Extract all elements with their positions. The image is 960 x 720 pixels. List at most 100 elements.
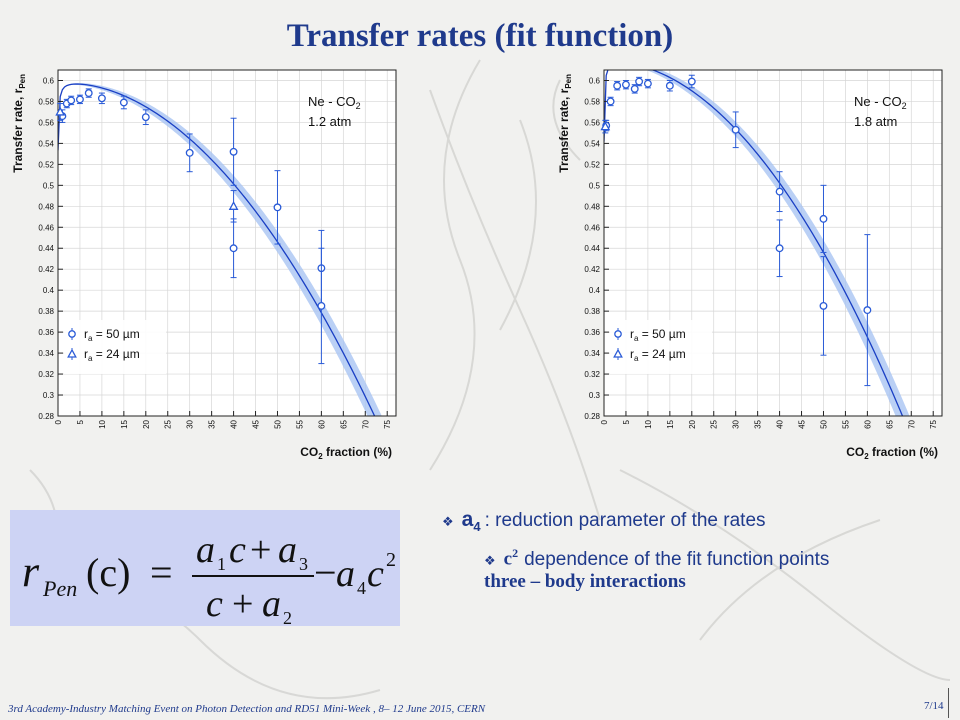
y-tick-label: 0.4 [43, 286, 55, 295]
diamond-bullet-icon: ❖ [442, 514, 454, 529]
bullet-c2-text: dependence of the fit function points [524, 548, 830, 570]
pressure-label: 1.2 atm [308, 114, 351, 129]
x-tick-label: 50 [819, 419, 828, 428]
y-tick-label: 0.46 [584, 223, 600, 232]
data-point [97, 94, 106, 103]
pressure-label: 1.8 atm [854, 114, 897, 129]
formula-svg: r Pen (c) = a 1 c + a 3 c + a 2 − a 4 c … [22, 529, 396, 628]
y-tick-label: 0.36 [584, 328, 600, 337]
y-tick-label: 0.34 [584, 349, 600, 358]
svg-text:2: 2 [386, 549, 396, 571]
y-tick-label: 0.3 [589, 391, 601, 400]
svg-text:3: 3 [299, 554, 308, 574]
x-tick-label: 45 [798, 419, 807, 428]
page-divider [948, 688, 949, 718]
y-tick-label: 0.38 [38, 307, 54, 316]
y-tick-label: 0.32 [38, 370, 54, 379]
x-tick-label: 65 [339, 419, 348, 428]
data-point [119, 98, 128, 107]
y-tick-label: 0.34 [38, 349, 54, 358]
y-tick-label: 0.54 [38, 139, 54, 148]
x-tick-label: 10 [644, 419, 653, 428]
y-tick-label: 0.46 [38, 223, 54, 232]
y-tick-label: 0.54 [584, 139, 600, 148]
svg-text:+: + [232, 583, 253, 625]
x-tick-label: 15 [120, 419, 129, 428]
data-point [819, 214, 828, 223]
legend-box [64, 320, 166, 374]
y-tick-label: 0.38 [584, 307, 600, 316]
data-point [687, 77, 696, 86]
data-point [84, 89, 93, 98]
data-point [600, 121, 611, 131]
formula-c-arg: (c) [86, 550, 130, 595]
x-tick-label: 60 [317, 419, 326, 428]
x-tick-label: 40 [230, 419, 239, 428]
x-tick-label: 35 [208, 419, 217, 428]
y-tick-label: 0.44 [38, 244, 54, 253]
data-point [229, 244, 238, 253]
y-tick-label: 0.36 [38, 328, 54, 337]
footer-event: 3rd Academy-Industry Matching Event on P… [8, 703, 486, 715]
y-tick-label: 0.52 [38, 160, 54, 169]
x-tick-label: 30 [186, 419, 195, 428]
data-point [75, 95, 84, 104]
y-tick-label: 0.56 [38, 118, 54, 127]
data-point [863, 306, 872, 315]
plot-frame [57, 69, 397, 417]
x-tick-label: 70 [361, 419, 370, 428]
fit-function-formula: r Pen (c) = a 1 c + a 3 c + a 2 − a 4 c … [10, 510, 400, 628]
data-point [228, 200, 239, 210]
y-tick-label: 0.5 [589, 181, 601, 190]
page-number: 7/14 [924, 700, 944, 712]
svg-text:c: c [229, 529, 246, 571]
x-tick-label: 5 [622, 419, 631, 424]
x-tick-label: 45 [252, 419, 261, 428]
bullet-a4: ❖ a4 : reduction parameter of the rates [442, 508, 766, 535]
legend-box [610, 320, 712, 374]
y-tick-label: 0.3 [43, 391, 55, 400]
y-tick-label: 0.32 [584, 370, 600, 379]
formula-equals: = [150, 550, 173, 595]
x-tick-label: 25 [710, 419, 719, 428]
x-tick-label: 60 [863, 419, 872, 428]
data-point [630, 84, 639, 93]
legend-label: ra = 24 µm [84, 347, 140, 363]
y-tick-label: 0.42 [584, 265, 600, 274]
diamond-bullet-icon: ❖ [484, 552, 496, 568]
x-tick-label: 5 [76, 419, 85, 424]
transfer-rate-chart-1-8atm: 0 5 10 15 20 25 30 35 40 45 50 55 60 65 70 75 0.28 0.3 0.3… [550, 62, 950, 472]
y-tick-label: 0.58 [584, 97, 600, 106]
svg-text:a: a [278, 529, 297, 571]
y-tick-label: 0.4 [589, 286, 601, 295]
legend-marker [68, 330, 76, 338]
bullet-a4-text: : reduction parameter of the rates [484, 510, 766, 531]
gas-mixture-label: Ne - CO2 [854, 94, 907, 111]
formula-a4: a [336, 553, 355, 595]
data-point [775, 244, 784, 253]
svg-text:a: a [262, 583, 281, 625]
data-point [273, 203, 282, 212]
data-point [55, 106, 66, 116]
data-point [665, 81, 674, 90]
data-point [317, 301, 326, 310]
legend-label: ra = 24 µm [630, 347, 686, 363]
x-tick-label: 50 [273, 419, 282, 428]
data-point [606, 97, 615, 106]
data-point [775, 187, 784, 196]
x-tick-label: 20 [688, 419, 697, 428]
y-tick-label: 0.44 [584, 244, 600, 253]
data-point [643, 79, 652, 88]
chart-svg: 0 5 10 15 20 25 30 35 40 45 50 55 60 65 70 75 0.28 0.3 0.3… [11, 69, 397, 461]
legend-marker [614, 330, 622, 338]
svg-text:+: + [250, 529, 271, 571]
formula-r: r [22, 547, 40, 596]
x-tick-label: 0 [600, 419, 609, 424]
legend-label: ra = 50 µm [84, 327, 140, 343]
svg-text:2: 2 [283, 608, 292, 626]
bullet-three-body: three – body interactions [484, 570, 686, 592]
legend-label: ra = 50 µm [630, 327, 686, 343]
data-point [613, 81, 622, 90]
data-point [635, 77, 644, 86]
data-point [229, 147, 238, 156]
